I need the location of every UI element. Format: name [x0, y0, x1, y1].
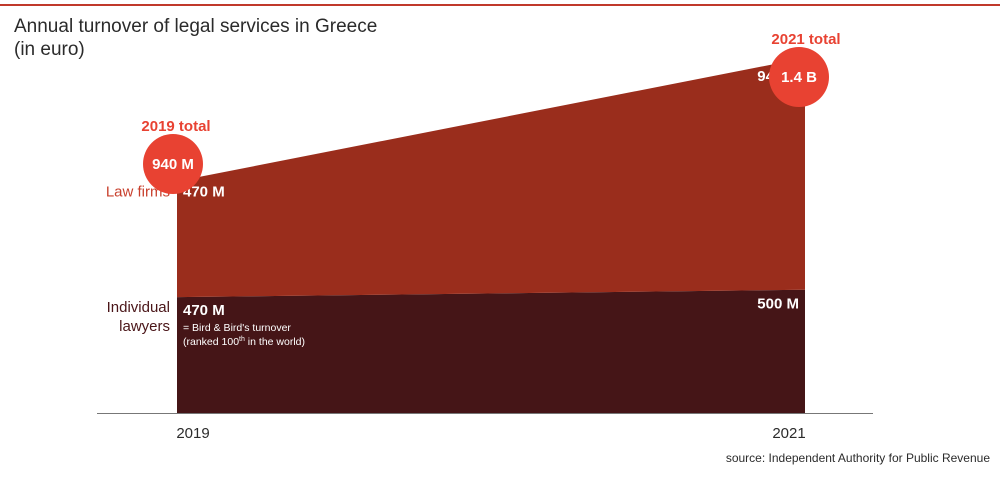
data-label-law-firms-2019: 470 M [183, 183, 225, 200]
area-law-firms [177, 58, 805, 298]
annotation-line-1: = Bird & Bird's turnover [183, 322, 291, 334]
title-line-2: (in euro) [14, 39, 85, 60]
total-label-2019: 2019 total [141, 118, 210, 135]
title-line-1: Annual turnover of legal services in Gre… [14, 16, 378, 37]
chart-title: Annual turnover of legal services in Gre… [14, 15, 534, 61]
series-label-individual-lawyers: Individual lawyers [107, 299, 170, 335]
data-label-individual-2019: 470 M [183, 302, 225, 319]
top-rule [0, 4, 1000, 6]
total-value-2019: 940 M [152, 156, 194, 173]
area-individual-lawyers [177, 289, 805, 413]
series-label-individual-word: lawyers [119, 318, 170, 335]
x-tick-2021: 2021 [772, 425, 805, 442]
total-circle-2021 [769, 47, 829, 107]
total-value-2021: 1.4 B [781, 69, 817, 86]
annotation-line-2: (ranked 100th in the world) [183, 336, 305, 348]
series-label-individual-word: Individual [107, 299, 170, 316]
total-circle-2019 [143, 134, 203, 194]
data-label-individual-2021: 500 M [757, 296, 799, 313]
series-label-law-firms: Law firms [106, 183, 170, 200]
total-label-2021: 2021 total [771, 31, 840, 48]
x-tick-2019: 2019 [176, 425, 209, 442]
source-note: source: Independent Authority for Public… [725, 451, 990, 465]
